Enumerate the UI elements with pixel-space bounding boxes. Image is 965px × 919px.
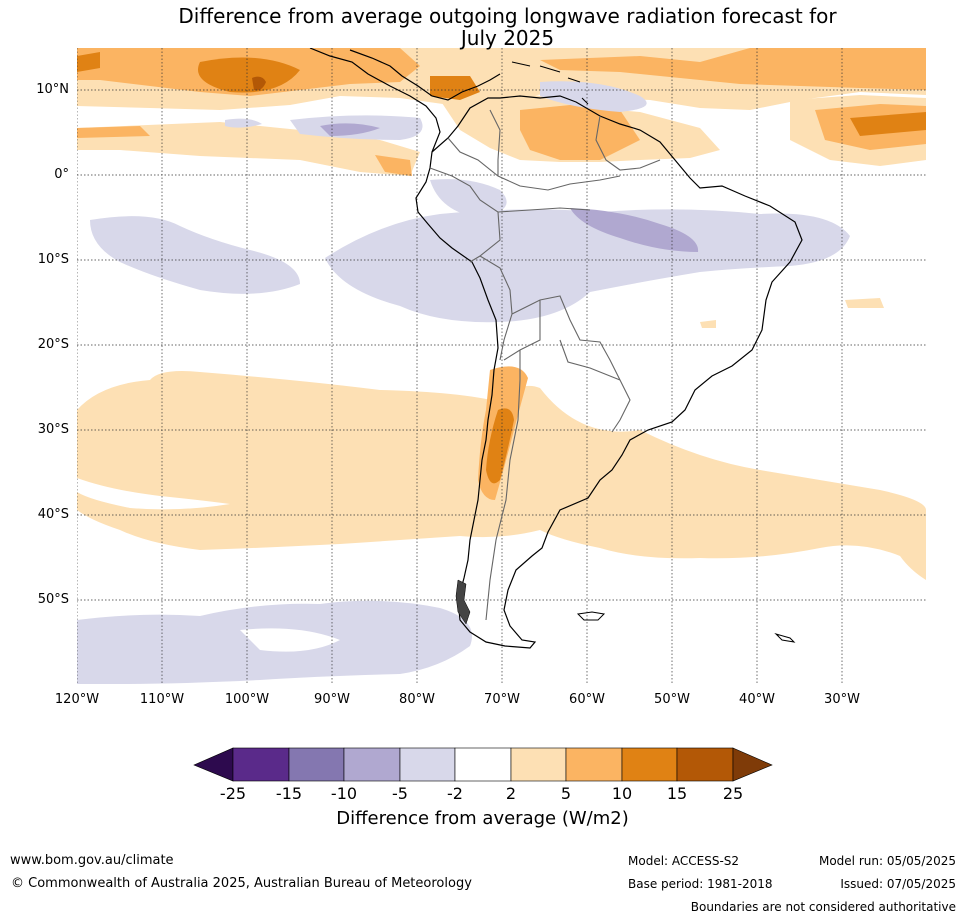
lat-label: 40°S <box>37 507 69 522</box>
colorbar-bin <box>343 747 401 782</box>
central-america-coastline-north <box>349 49 501 101</box>
colorbar-bin <box>232 747 290 782</box>
colorbar-bin <box>565 747 623 782</box>
lon-label: 70°W <box>484 692 520 707</box>
falkland-islands <box>576 611 606 621</box>
lon-label: 100°W <box>224 692 270 707</box>
chart-title-line2: July 2025 <box>460 26 555 50</box>
colorbar-tick: -2 <box>447 784 463 803</box>
colorbar-tick: -15 <box>275 784 303 803</box>
colorbar-extend-low <box>193 747 234 782</box>
colorbar-extend-high <box>732 747 773 782</box>
graticule <box>77 48 926 685</box>
lon-label: 120°W <box>54 692 100 707</box>
lat-label: 0° <box>54 167 69 182</box>
colorbar-tick: 2 <box>505 784 517 803</box>
lon-label: 60°W <box>569 692 605 707</box>
chilean-archipelago <box>455 579 471 625</box>
website-link[interactable]: www.bom.gov.au/climate <box>10 853 174 868</box>
colorbar-bin <box>399 747 456 782</box>
chart-title-line1: Difference from average outgoing longwav… <box>178 4 837 28</box>
colorbar-bin <box>621 747 678 782</box>
copyright-text: © Commonwealth of Australia 2025, Austra… <box>11 876 472 891</box>
central-america-coastline <box>309 48 441 153</box>
colorbar-tick: -5 <box>392 784 408 803</box>
disclaimer-text: Boundaries are not considered authoritat… <box>690 900 956 914</box>
lon-label: 80°W <box>399 692 435 707</box>
lon-label: 30°W <box>824 692 860 707</box>
positive-anomaly-south <box>77 298 926 580</box>
lat-label: 30°S <box>37 422 69 437</box>
caribbean-islands <box>511 61 589 105</box>
lat-label: 10°S <box>37 252 69 267</box>
colorbar-tick: 10 <box>611 784 633 803</box>
model-text: Model: ACCESS-S2 <box>628 854 740 868</box>
lat-label: 50°S <box>37 592 69 607</box>
base-period-text: Base period: 1981-2018 <box>628 877 773 891</box>
issued-text: Issued: 07/05/2025 <box>840 877 956 891</box>
south-america-coastline <box>415 95 803 649</box>
lat-label: 20°S <box>37 337 69 352</box>
lon-label: 110°W <box>139 692 185 707</box>
colorbar <box>193 747 773 782</box>
lon-label: 50°W <box>654 692 690 707</box>
colorbar-label: Difference from average (W/m2) <box>336 808 629 829</box>
national-borders <box>429 109 661 621</box>
negative-anomaly-tropics <box>90 81 850 323</box>
south-georgia <box>774 632 796 643</box>
colorbar-bin <box>288 747 345 782</box>
lon-label: 40°W <box>739 692 775 707</box>
colorbar-tick: -10 <box>330 784 358 803</box>
lon-label: 90°W <box>314 692 350 707</box>
colorbar-tick: 15 <box>666 784 688 803</box>
colorbar-tick: 5 <box>560 784 572 803</box>
colorbar-tick: 25 <box>722 784 744 803</box>
colorbar-bin <box>676 747 734 782</box>
map-panel <box>77 48 926 685</box>
colorbar-bin <box>510 747 567 782</box>
colorbar-tick: -25 <box>219 784 247 803</box>
model-run-text: Model run: 05/05/2025 <box>818 854 956 868</box>
negative-anomaly-south <box>77 600 472 684</box>
colorbar-bin <box>454 747 512 782</box>
lat-label: 10°N <box>36 82 69 97</box>
